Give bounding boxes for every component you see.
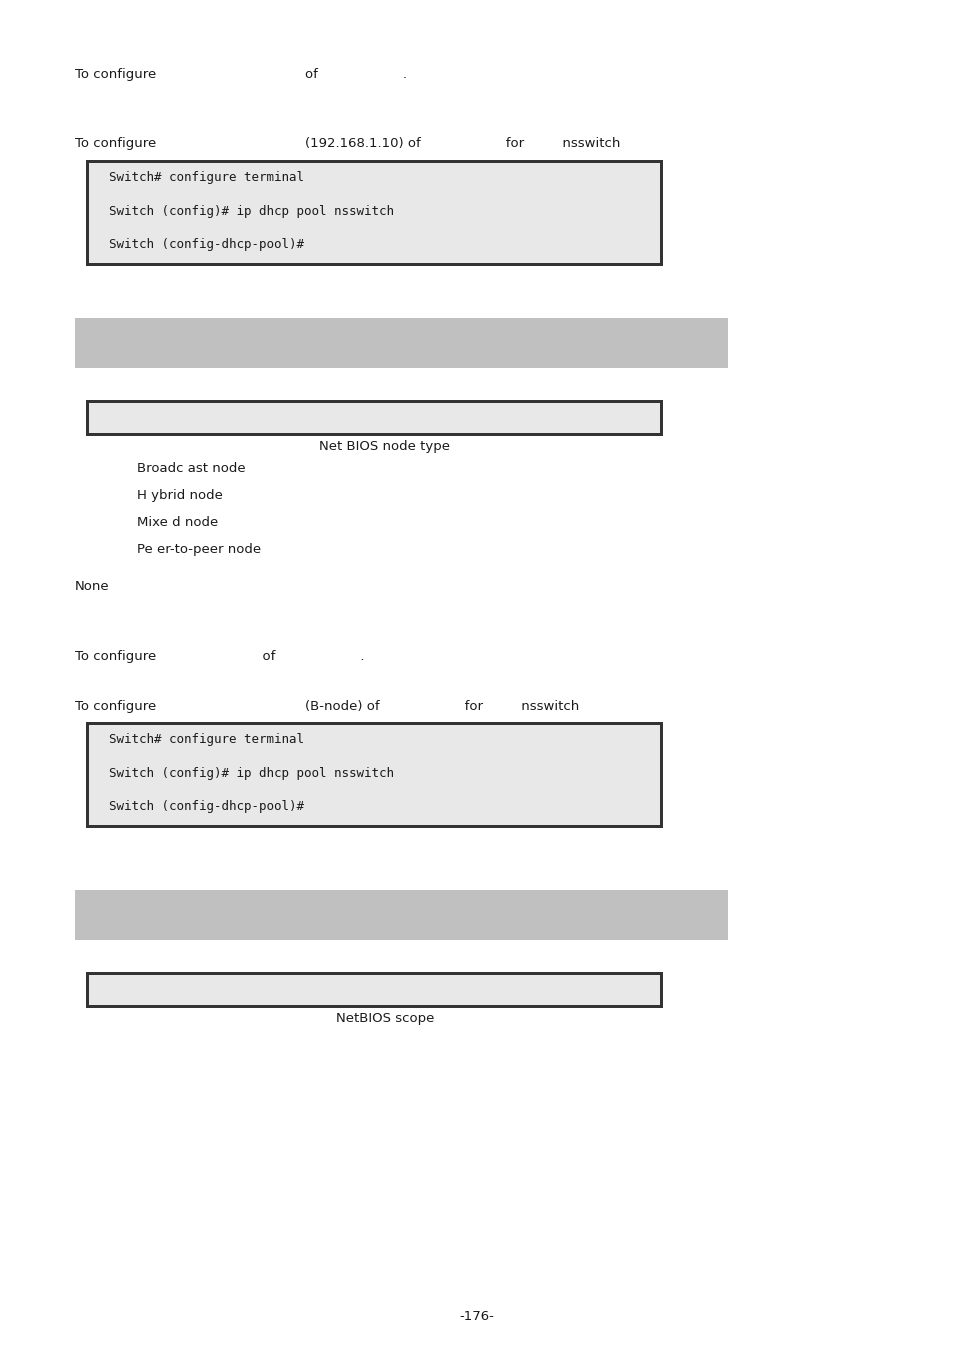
Text: To configure                         of                    .: To configure of .	[75, 649, 364, 663]
Bar	[89, 404, 659, 433]
Bar	[89, 163, 659, 263]
Text: Switch# configure terminal: Switch# configure terminal	[109, 171, 304, 185]
Text: Switch (config)# ip dhcp pool nsswitch: Switch (config)# ip dhcp pool nsswitch	[109, 205, 394, 217]
Bar	[89, 975, 659, 1004]
Text: Net BIOS node type: Net BIOS node type	[319, 440, 450, 454]
Bar	[86, 400, 662, 436]
Bar	[89, 725, 659, 825]
Bar	[86, 972, 662, 1008]
Text: NetBIOS scope: NetBIOS scope	[335, 1012, 434, 1025]
Text: Broadc ast node: Broadc ast node	[137, 462, 245, 475]
Bar	[86, 722, 662, 828]
Text: Switch (config-dhcp-pool)#: Switch (config-dhcp-pool)#	[109, 801, 304, 813]
Text: To configure                                   of                    .: To configure of .	[75, 68, 407, 81]
Text: Mixe d node: Mixe d node	[137, 516, 218, 529]
Text: Pe er-to-peer node: Pe er-to-peer node	[137, 543, 261, 556]
Bar	[86, 161, 662, 266]
Text: Switch# configure terminal: Switch# configure terminal	[109, 733, 304, 747]
Text: To configure                                   (192.168.1.10) of                : To configure (192.168.1.10) of	[75, 136, 619, 150]
Text: -176-: -176-	[459, 1310, 494, 1323]
Text: Switch (config-dhcp-pool)#: Switch (config-dhcp-pool)#	[109, 238, 304, 251]
Text: H ybrid node: H ybrid node	[137, 489, 223, 502]
Text: To configure                                   (B-node) of                    fo: To configure (B-node) of fo	[75, 701, 578, 713]
Bar	[75, 319, 727, 369]
Bar	[75, 890, 727, 940]
Text: Switch (config)# ip dhcp pool nsswitch: Switch (config)# ip dhcp pool nsswitch	[109, 767, 394, 780]
Text: None: None	[75, 580, 110, 593]
